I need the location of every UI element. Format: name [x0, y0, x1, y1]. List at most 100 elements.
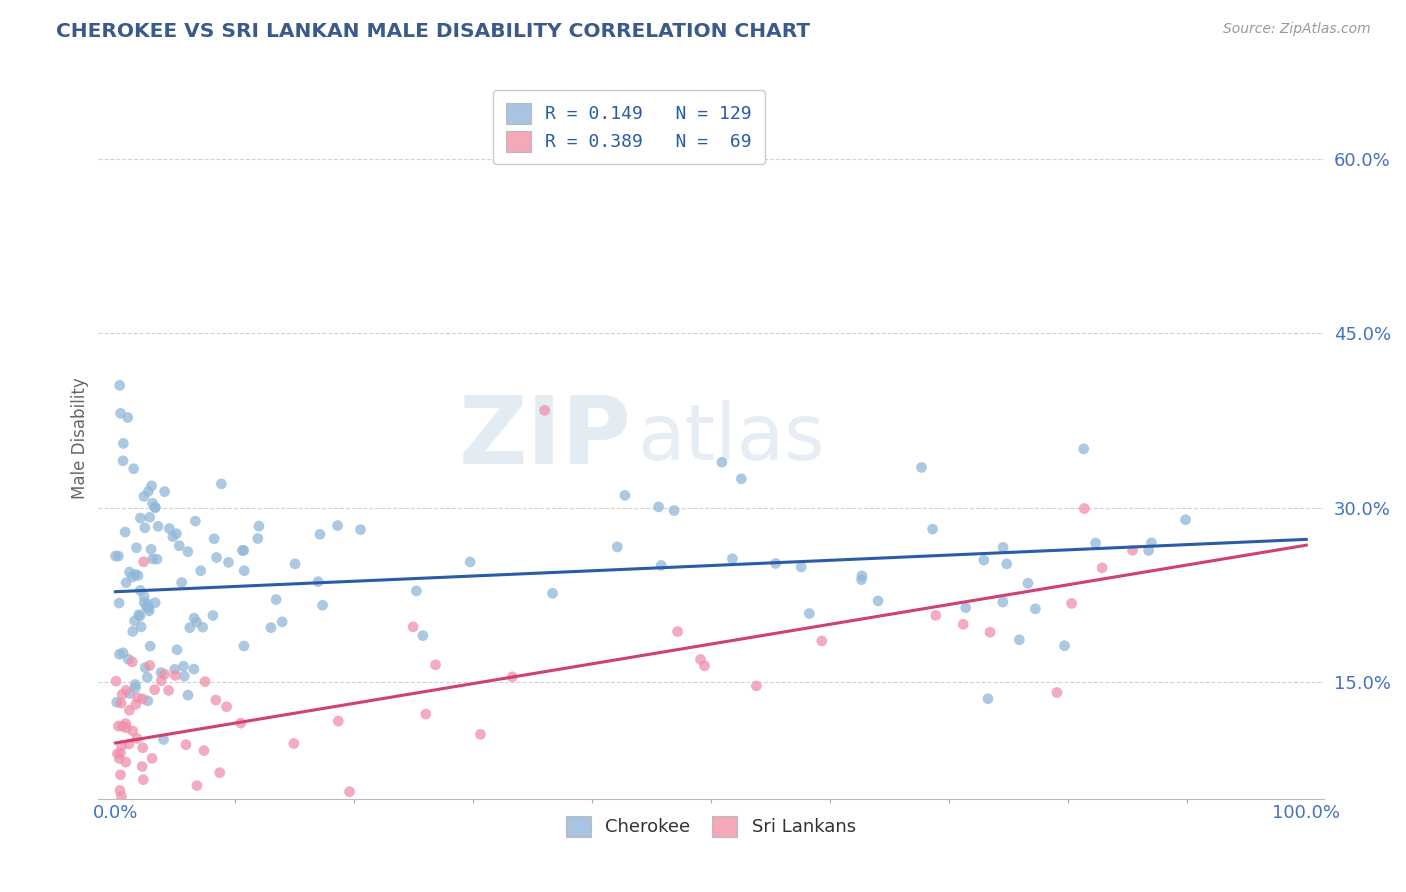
Point [165, 526, 187, 541]
Point [107, 747, 129, 761]
Point [115, 575, 138, 590]
Point [162, 530, 184, 544]
Point [121, 570, 143, 584]
Point [111, 688, 134, 702]
Point [146, 552, 169, 566]
Point [765, 557, 787, 571]
Point [117, 410, 139, 425]
Point [114, 524, 136, 539]
Text: atlas: atlas [637, 401, 825, 476]
Point [136, 694, 159, 708]
Point [131, 759, 153, 773]
Point [124, 677, 146, 691]
Point [326, 518, 349, 533]
Point [127, 568, 149, 582]
Point [1137, 543, 1160, 558]
Point [112, 646, 135, 660]
Point [124, 681, 146, 695]
Point [790, 560, 813, 574]
Point [110, 696, 132, 710]
Point [129, 583, 152, 598]
Point [910, 460, 932, 475]
Point [177, 544, 200, 558]
Point [1046, 685, 1069, 699]
Point [132, 740, 155, 755]
Point [662, 503, 685, 517]
Y-axis label: Male Disability: Male Disability [72, 377, 89, 499]
Text: ZIP: ZIP [458, 392, 631, 484]
Point [1008, 632, 1031, 647]
Point [146, 519, 169, 533]
Point [425, 657, 447, 672]
Point [104, 549, 127, 563]
Point [157, 522, 180, 536]
Point [284, 557, 307, 571]
Point [1017, 576, 1039, 591]
Point [606, 540, 628, 554]
Point [328, 714, 350, 728]
Point [1084, 536, 1107, 550]
Point [810, 634, 832, 648]
Point [115, 683, 138, 698]
Point [153, 667, 176, 681]
Point [647, 500, 669, 514]
Point [415, 707, 437, 722]
Point [125, 731, 148, 746]
Point [138, 510, 160, 524]
Point [165, 668, 187, 682]
Point [143, 500, 166, 515]
Point [183, 662, 205, 676]
Point [173, 659, 195, 673]
Point [1053, 639, 1076, 653]
Point [143, 682, 166, 697]
Point [1091, 561, 1114, 575]
Point [194, 674, 217, 689]
Point [349, 523, 371, 537]
Point [955, 600, 977, 615]
Point [125, 698, 148, 712]
Point [129, 511, 152, 525]
Point [264, 592, 287, 607]
Point [721, 551, 744, 566]
Point [851, 569, 873, 583]
Point [202, 532, 225, 546]
Point [1140, 536, 1163, 550]
Point [184, 514, 207, 528]
Point [613, 488, 636, 502]
Point [405, 583, 427, 598]
Point [689, 652, 711, 666]
Point [138, 601, 160, 615]
Point [186, 779, 208, 793]
Point [339, 785, 361, 799]
Point [110, 746, 132, 760]
Point [174, 738, 197, 752]
Point [456, 816, 478, 830]
Point [108, 378, 131, 392]
Point [128, 607, 150, 622]
Point [868, 594, 890, 608]
Point [127, 690, 149, 705]
Point [650, 558, 672, 573]
Point [124, 567, 146, 582]
Point [143, 596, 166, 610]
Point [118, 737, 141, 751]
Point [246, 532, 269, 546]
Point [1122, 543, 1144, 558]
Point [208, 765, 231, 780]
Point [693, 658, 716, 673]
Point [118, 687, 141, 701]
Point [121, 624, 143, 639]
Point [851, 573, 873, 587]
Point [152, 732, 174, 747]
Point [141, 751, 163, 765]
Point [470, 727, 492, 741]
Point [117, 652, 139, 666]
Point [190, 564, 212, 578]
Point [142, 496, 165, 510]
Point [129, 620, 152, 634]
Point [183, 611, 205, 625]
Point [110, 406, 132, 420]
Point [105, 814, 128, 829]
Point [108, 596, 131, 610]
Point [745, 679, 768, 693]
